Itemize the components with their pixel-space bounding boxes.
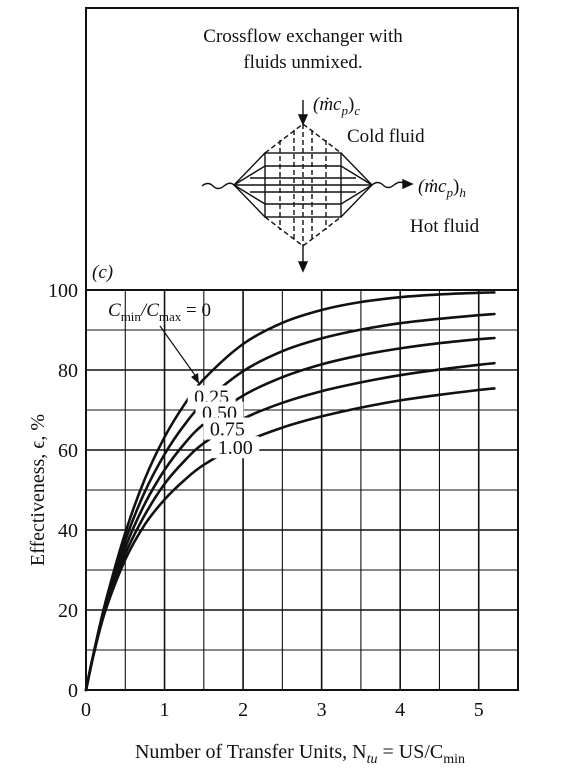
cold-fluid-label: Cold fluid	[347, 126, 425, 147]
cold-inlet-arrowhead	[297, 114, 309, 126]
series-label-1-00: 1.00	[218, 437, 253, 459]
diagram-title-line1: Crossflow exchanger with	[203, 26, 403, 47]
x-tick-label: 0	[81, 699, 91, 721]
x-axis-title: Number of Transfer Units, Ntu = US/Cmin	[135, 741, 465, 767]
cold-outlet-arrowhead	[297, 261, 309, 273]
series-label-bg	[211, 436, 260, 459]
series-0-leader-arrowhead	[191, 373, 199, 384]
x-tick-label: 5	[474, 699, 484, 721]
y-tick-label: 40	[58, 520, 78, 542]
hot-fan-out-bot	[340, 184, 373, 205]
x-tick-label: 1	[160, 699, 170, 721]
x-tick-label: 4	[395, 699, 405, 721]
curve-cratio-0-50	[84, 336, 496, 692]
grid-lines	[85, 289, 519, 691]
y-tick-labels: 0 20 40 60 80 100	[48, 280, 78, 702]
curve-cratio-1-00	[84, 387, 496, 692]
hot-fan-out-top	[340, 165, 373, 186]
plot-border	[85, 289, 519, 691]
series-label-bg	[203, 417, 252, 440]
hot-outlet-wave	[371, 181, 406, 189]
figure-frame	[85, 7, 519, 691]
hot-fan-in-bot	[233, 184, 266, 205]
series-label-header: Cmin/Cmax = 0	[108, 300, 211, 324]
hot-stream-symbol: (ṁcp)h	[418, 176, 466, 200]
hot-fan-in-top	[233, 165, 266, 186]
series-label-0-75: 0.75	[210, 419, 245, 441]
y-tick-label: 20	[58, 600, 78, 622]
x-tick-label: 2	[238, 699, 248, 721]
y-tick-label: 0	[68, 680, 78, 702]
hot-outlet-arrowhead	[402, 178, 414, 190]
series-0-leader	[159, 325, 198, 379]
hot-inlet-wave	[201, 182, 235, 190]
y-tick-label: 60	[58, 440, 78, 462]
series-labels: 0.250.500.751.00	[187, 385, 260, 459]
x-tick-labels: 0 1 2 3 4 5	[81, 699, 484, 721]
y-tick-label: 80	[58, 360, 78, 382]
curve-cratio-0	[84, 291, 496, 692]
curve-cratio-0-75	[84, 361, 496, 692]
y-axis-title: Effectiveness, ϵ, %	[27, 414, 49, 566]
diagram-title-line2: fluids unmixed.	[243, 52, 362, 73]
hot-fluid-label: Hot fluid	[410, 216, 480, 237]
effectiveness-curves	[84, 291, 496, 692]
crossflow-exchanger-diagram	[201, 100, 414, 273]
panel-label: (c)	[92, 262, 113, 283]
cold-stream-symbol: (ṁcp)c	[313, 94, 360, 118]
x-tick-label: 3	[317, 699, 327, 721]
y-tick-label: 100	[48, 280, 78, 302]
